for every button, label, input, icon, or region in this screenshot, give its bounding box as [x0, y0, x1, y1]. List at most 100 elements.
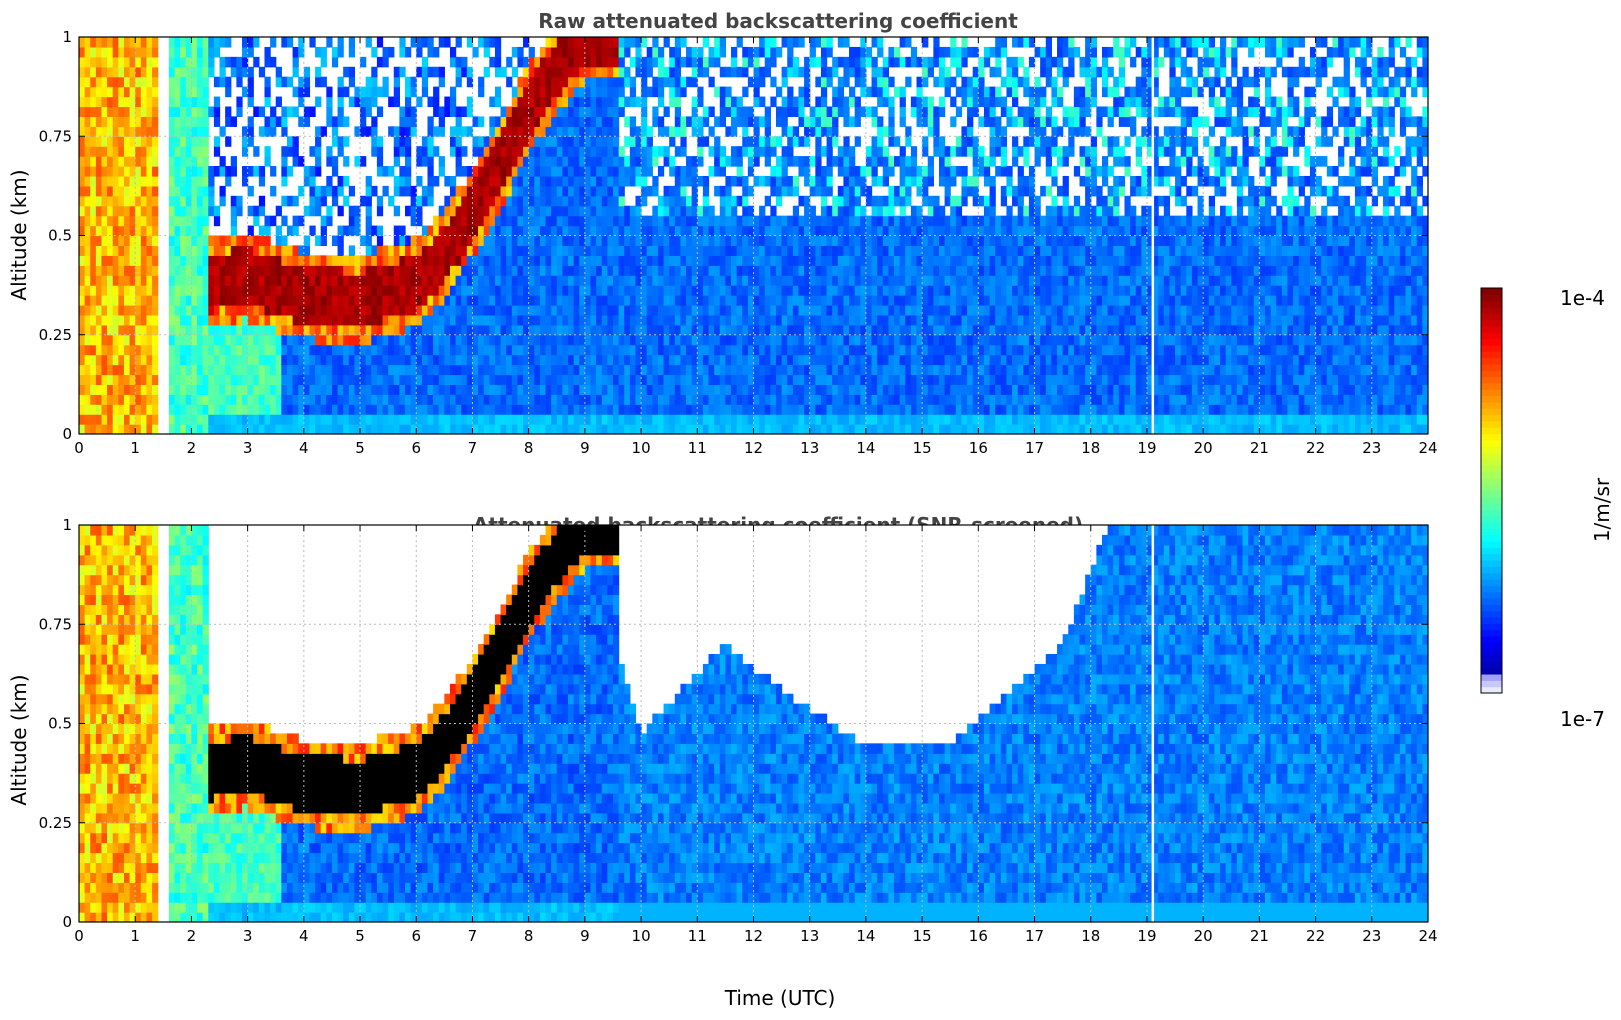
- top-heatmap-cell: [910, 394, 918, 405]
- top-heatmap-cell: [433, 255, 440, 266]
- top-heatmap-cell: [275, 245, 282, 256]
- top-heatmap-cell: [832, 374, 839, 385]
- top-heatmap-cell: [388, 424, 395, 434]
- top-heatmap-cell: [393, 344, 400, 356]
- top-heatmap-cell: [551, 424, 558, 434]
- top-heatmap-cell: [511, 126, 519, 137]
- top-heatmap-cell: [888, 324, 895, 336]
- top-heatmap-cell: [399, 106, 406, 118]
- top-heatmap-cell: [624, 295, 631, 306]
- top-heatmap-cell: [719, 205, 726, 217]
- top-heatmap-cell: [500, 215, 507, 227]
- top-heatmap-cell: [804, 285, 811, 296]
- top-heatmap-cell: [837, 185, 845, 197]
- top-heatmap-cell: [534, 275, 541, 286]
- top-heatmap-cell: [556, 56, 563, 68]
- top-heatmap-cell: [697, 156, 704, 167]
- top-heatmap-cell: [146, 324, 153, 336]
- top-heatmap-cell: [697, 136, 704, 147]
- top-heatmap-cell: [770, 166, 777, 177]
- top-heatmap-cell: [815, 295, 822, 306]
- top-heatmap-cell: [787, 304, 794, 316]
- top-heatmap-cell: [860, 166, 867, 177]
- top-heatmap-cell: [95, 225, 103, 237]
- top-heatmap-cell: [775, 235, 783, 247]
- top-heatmap-cell: [286, 374, 294, 385]
- top-heatmap-cell: [641, 404, 648, 415]
- top-heatmap-cell: [888, 215, 895, 227]
- top-heatmap-cell: [326, 384, 333, 395]
- top-heatmap-cell: [90, 86, 97, 98]
- top-heatmap-cell: [725, 414, 732, 425]
- top-heatmap-cell: [461, 275, 468, 286]
- top-heatmap-cell: [123, 106, 131, 118]
- top-heatmap-cell: [399, 384, 406, 395]
- top-heatmap-cell: [804, 384, 811, 395]
- top-heatmap-cell: [489, 175, 496, 187]
- top-heatmap-cell: [348, 185, 356, 197]
- top-heatmap-cell: [399, 166, 406, 177]
- top-heatmap-cell: [596, 364, 603, 376]
- top-heatmap-cell: [258, 175, 266, 187]
- top-heatmap-cell: [455, 116, 462, 127]
- top-heatmap-cell: [742, 116, 749, 127]
- top-heatmap-cell: [455, 424, 462, 434]
- top-heatmap-cell: [629, 364, 637, 376]
- top-heatmap-cell: [894, 235, 901, 247]
- top-heatmap-cell: [731, 424, 738, 434]
- top-heatmap-cell: [511, 344, 519, 356]
- top-heatmap-cell: [315, 76, 322, 88]
- top-heatmap-cell: [506, 185, 513, 197]
- top-heatmap-cell: [686, 354, 693, 366]
- top-heatmap-cell: [612, 374, 620, 385]
- top-heatmap-cell: [354, 424, 361, 434]
- top-heatmap-cell: [247, 314, 254, 326]
- top-heatmap-cell: [753, 56, 760, 68]
- top-heatmap-cell: [736, 225, 743, 237]
- top-heatmap-cell: [247, 136, 254, 147]
- top-heatmap-cell: [388, 126, 395, 137]
- top-heatmap-cell: [483, 175, 490, 187]
- top-heatmap-cell: [680, 37, 687, 48]
- top-heatmap-cell: [871, 275, 878, 286]
- top-heatmap-cell: [118, 255, 125, 266]
- top-heatmap-cell: [472, 314, 479, 326]
- top-heatmap-cell: [792, 265, 800, 276]
- top-heatmap-cell: [230, 414, 237, 425]
- top-heatmap-cell: [568, 314, 575, 326]
- top-heatmap-cell: [309, 384, 316, 395]
- top-heatmap-cell: [787, 275, 794, 286]
- top-heatmap-cell: [815, 314, 822, 326]
- top-heatmap-cell: [511, 394, 519, 405]
- top-heatmap-cell: [84, 225, 91, 237]
- top-heatmap-cell: [764, 324, 771, 336]
- top-panel-title: Raw attenuated backscattering coefficien…: [538, 9, 1018, 33]
- top-heatmap-cell: [393, 205, 400, 217]
- top-heatmap-cell: [213, 384, 221, 395]
- top-heatmap-cell: [90, 56, 97, 68]
- top-heatmap-cell: [539, 56, 547, 68]
- top-heatmap-cell: [185, 324, 193, 336]
- top-heatmap-cell: [837, 275, 845, 286]
- top-heatmap-cell: [281, 166, 288, 177]
- top-heatmap-cell: [899, 225, 906, 237]
- top-heatmap-cell: [123, 404, 131, 415]
- top-heatmap-cell: [534, 374, 541, 385]
- top-heatmap-cell: [669, 205, 676, 217]
- top-heatmap-cell: [573, 166, 580, 177]
- top-heatmap-cell: [612, 96, 620, 108]
- top-heatmap-cell: [320, 394, 327, 405]
- top-heatmap-cell: [725, 185, 732, 197]
- top-heatmap-cell: [753, 215, 760, 227]
- top-heatmap-cell: [612, 344, 620, 356]
- top-heatmap-cell: [129, 116, 136, 127]
- top-heatmap-cell: [371, 424, 378, 434]
- top-heatmap-cell: [343, 265, 350, 276]
- top-heatmap-cell: [753, 314, 760, 326]
- top-heatmap-cell: [213, 374, 221, 385]
- top-heatmap-cell: [697, 255, 704, 266]
- top-heatmap-cell: [804, 424, 811, 434]
- top-heatmap-cell: [461, 364, 468, 376]
- top-heatmap-cell: [421, 324, 429, 336]
- top-heatmap-cell: [882, 394, 889, 405]
